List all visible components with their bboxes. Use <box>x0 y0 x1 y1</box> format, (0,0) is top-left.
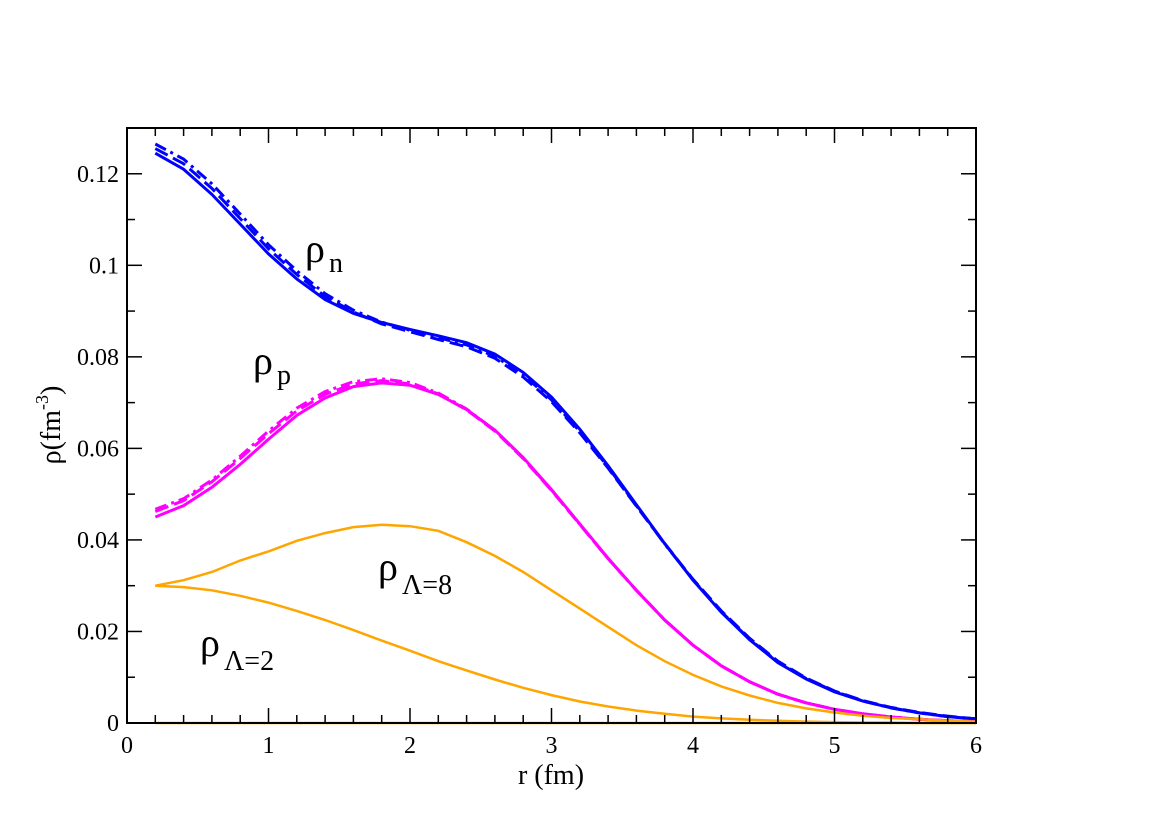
x-tick-label: 0 <box>121 733 133 759</box>
x-tick-label: 5 <box>829 733 841 759</box>
series-line-6 <box>155 523 977 723</box>
x-tick-label: 3 <box>546 733 558 759</box>
annotation-rho-lambda-8: ρ Λ=8 <box>378 544 452 601</box>
y-tick-label: 0.08 <box>77 345 119 371</box>
series-line-0 <box>154 151 977 721</box>
plot-frame <box>126 127 977 724</box>
y-tick-label: 0.12 <box>77 162 119 188</box>
series-line-3 <box>154 381 977 724</box>
y-tick-label: 0 <box>107 711 119 737</box>
y-tick-label: 0.04 <box>77 528 119 554</box>
series-layer <box>154 142 977 725</box>
y-tick-label: 0.06 <box>77 436 119 462</box>
series-line-2 <box>154 142 977 721</box>
series-line-5 <box>154 377 977 724</box>
x-tick-label: 4 <box>687 733 699 759</box>
tick-layer: 0 1 2 3 4 5 6 0 0.02 0.04 0.06 0.08 0.1 0.12 <box>77 127 982 759</box>
y-axis-label: ρ(fm-3) <box>32 386 67 465</box>
series-line-1 <box>154 147 977 721</box>
x-axis-label: r (fm) <box>518 760 584 791</box>
y-tick-label: 0.02 <box>77 619 119 645</box>
series-line-4 <box>154 379 977 724</box>
x-tick-label: 6 <box>970 733 982 759</box>
x-tick-label: 2 <box>404 733 416 759</box>
annotation-rho-lambda-2: ρ Λ=2 <box>200 620 274 677</box>
x-tick-label: 1 <box>263 733 275 759</box>
y-tick-label: 0.1 <box>89 253 119 279</box>
series-line-7 <box>155 584 976 725</box>
